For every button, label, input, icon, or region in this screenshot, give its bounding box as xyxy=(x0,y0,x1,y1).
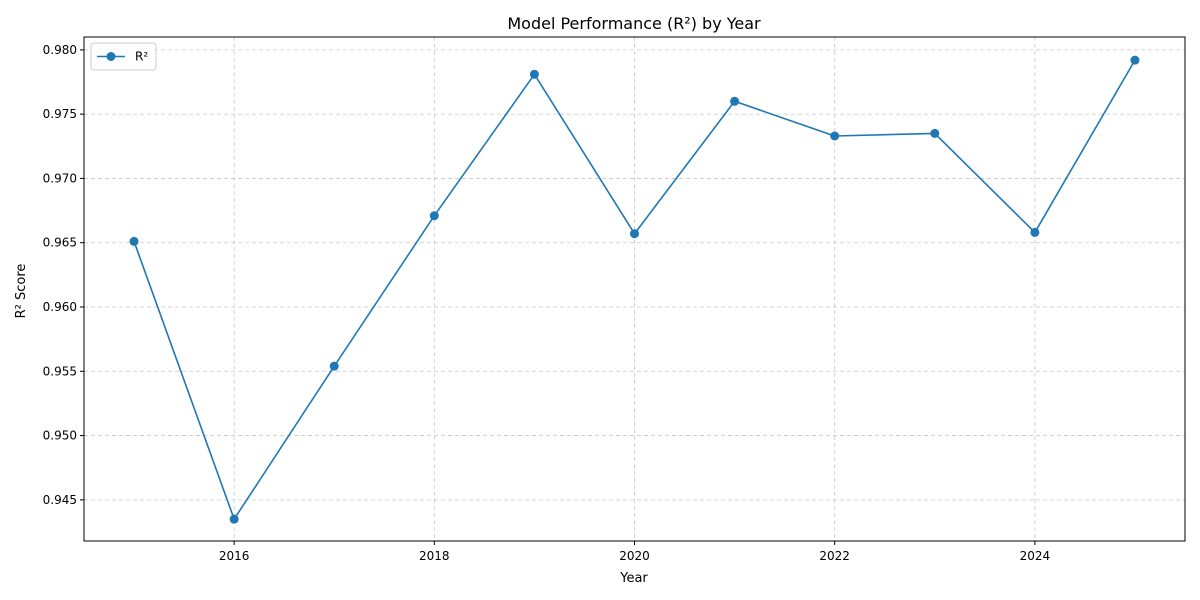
data-point xyxy=(129,236,139,246)
y-tick-label: 0.950 xyxy=(43,429,77,443)
grid xyxy=(84,37,1185,541)
y-tick-label: 0.955 xyxy=(43,364,77,378)
x-axis-label: Year xyxy=(619,571,648,586)
data-point xyxy=(329,361,339,371)
data-point xyxy=(730,96,740,106)
legend-swatch-marker xyxy=(106,52,116,61)
chart-title: Model Performance (R²) by Year xyxy=(507,14,761,33)
x-tick-label: 2016 xyxy=(219,549,250,563)
y-axis-label: R² Score xyxy=(14,264,29,319)
data-point xyxy=(529,69,539,79)
legend-label: R² xyxy=(135,50,148,64)
x-tick-label: 2018 xyxy=(419,549,450,563)
data-point xyxy=(830,131,840,141)
data-point xyxy=(229,514,239,524)
x-tick-label: 2020 xyxy=(619,549,650,563)
y-tick-label: 0.960 xyxy=(43,300,77,314)
legend: R² xyxy=(90,42,157,71)
x-tick-label: 2024 xyxy=(1020,549,1051,563)
series-layer xyxy=(129,55,1140,524)
data-point xyxy=(630,229,639,239)
data-point xyxy=(1130,55,1140,65)
data-point xyxy=(930,128,940,138)
x-tick-label: 2022 xyxy=(819,549,850,563)
y-tick-label: 0.965 xyxy=(43,236,77,250)
data-point xyxy=(1030,227,1040,237)
y-tick-label: 0.980 xyxy=(43,43,77,57)
y-tick-label: 0.970 xyxy=(43,171,77,185)
y-tick-label: 0.975 xyxy=(43,107,77,121)
axes: 2016 2018 2020 2022 2024 0.945 0.950 0.955 0.960… xyxy=(43,36,1186,563)
data-point xyxy=(429,211,439,221)
y-tick-label: 0.945 xyxy=(43,493,77,507)
